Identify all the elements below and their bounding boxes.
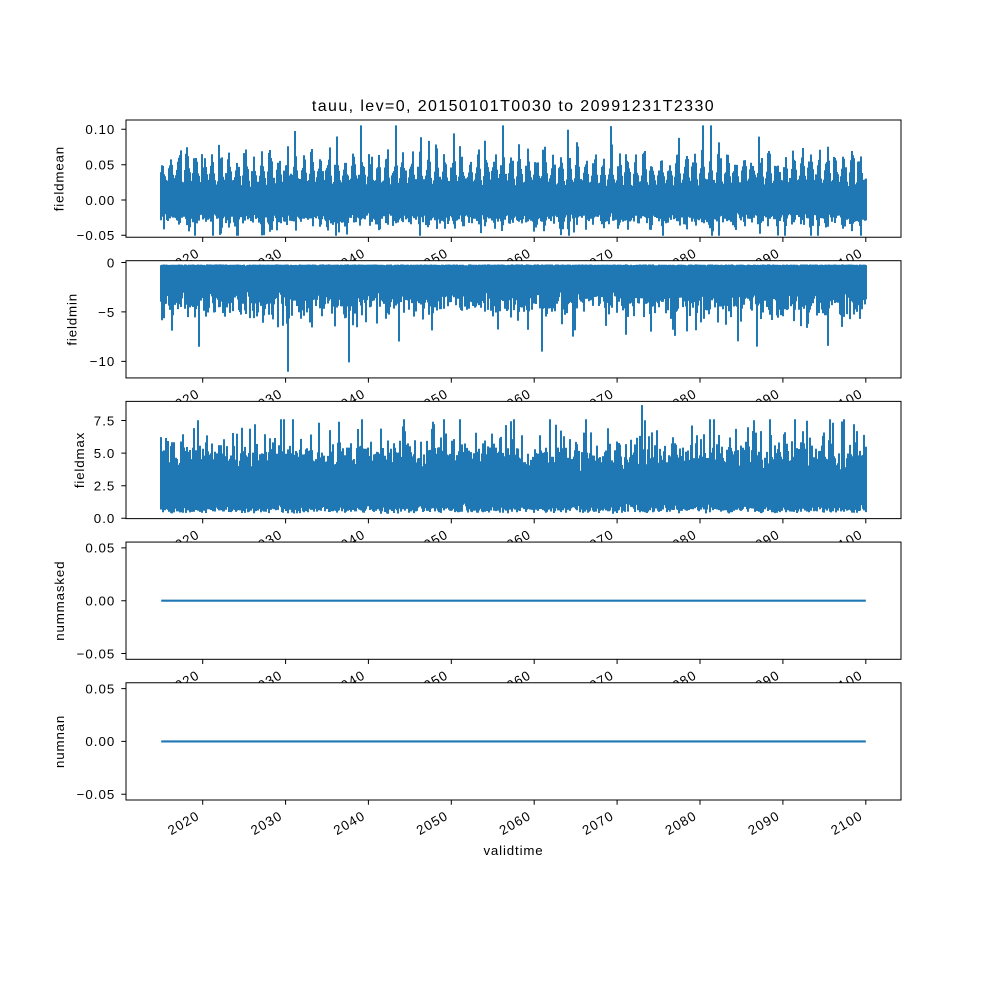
svg-text:2.5: 2.5 bbox=[94, 479, 116, 494]
svg-text:fieldmean: fieldmean bbox=[52, 146, 67, 211]
svg-text:tauu, lev=0, 20150101T0030 to: tauu, lev=0, 20150101T0030 to 20991231T2… bbox=[312, 98, 715, 115]
svg-text:−0.05: −0.05 bbox=[77, 228, 116, 243]
svg-text:−10: −10 bbox=[90, 354, 116, 369]
svg-text:validtime: validtime bbox=[483, 843, 543, 858]
svg-text:0.10: 0.10 bbox=[85, 122, 115, 137]
svg-text:−0.05: −0.05 bbox=[77, 787, 116, 802]
svg-text:−5: −5 bbox=[98, 305, 115, 320]
svg-text:0.05: 0.05 bbox=[85, 541, 115, 556]
svg-text:0: 0 bbox=[107, 255, 115, 270]
svg-text:0.00: 0.00 bbox=[85, 594, 115, 609]
svg-text:numnan: numnan bbox=[52, 715, 67, 768]
svg-text:0.0: 0.0 bbox=[94, 511, 116, 526]
svg-text:0.05: 0.05 bbox=[85, 158, 115, 173]
svg-text:5.0: 5.0 bbox=[94, 446, 116, 461]
svg-text:fieldmax: fieldmax bbox=[72, 432, 87, 488]
svg-text:nummasked: nummasked bbox=[52, 561, 67, 641]
svg-text:0.00: 0.00 bbox=[85, 193, 115, 208]
svg-text:0.00: 0.00 bbox=[85, 734, 115, 749]
svg-text:0.05: 0.05 bbox=[85, 681, 115, 696]
svg-text:7.5: 7.5 bbox=[94, 413, 116, 428]
svg-text:−0.05: −0.05 bbox=[77, 646, 116, 661]
svg-text:fieldmin: fieldmin bbox=[65, 293, 80, 346]
